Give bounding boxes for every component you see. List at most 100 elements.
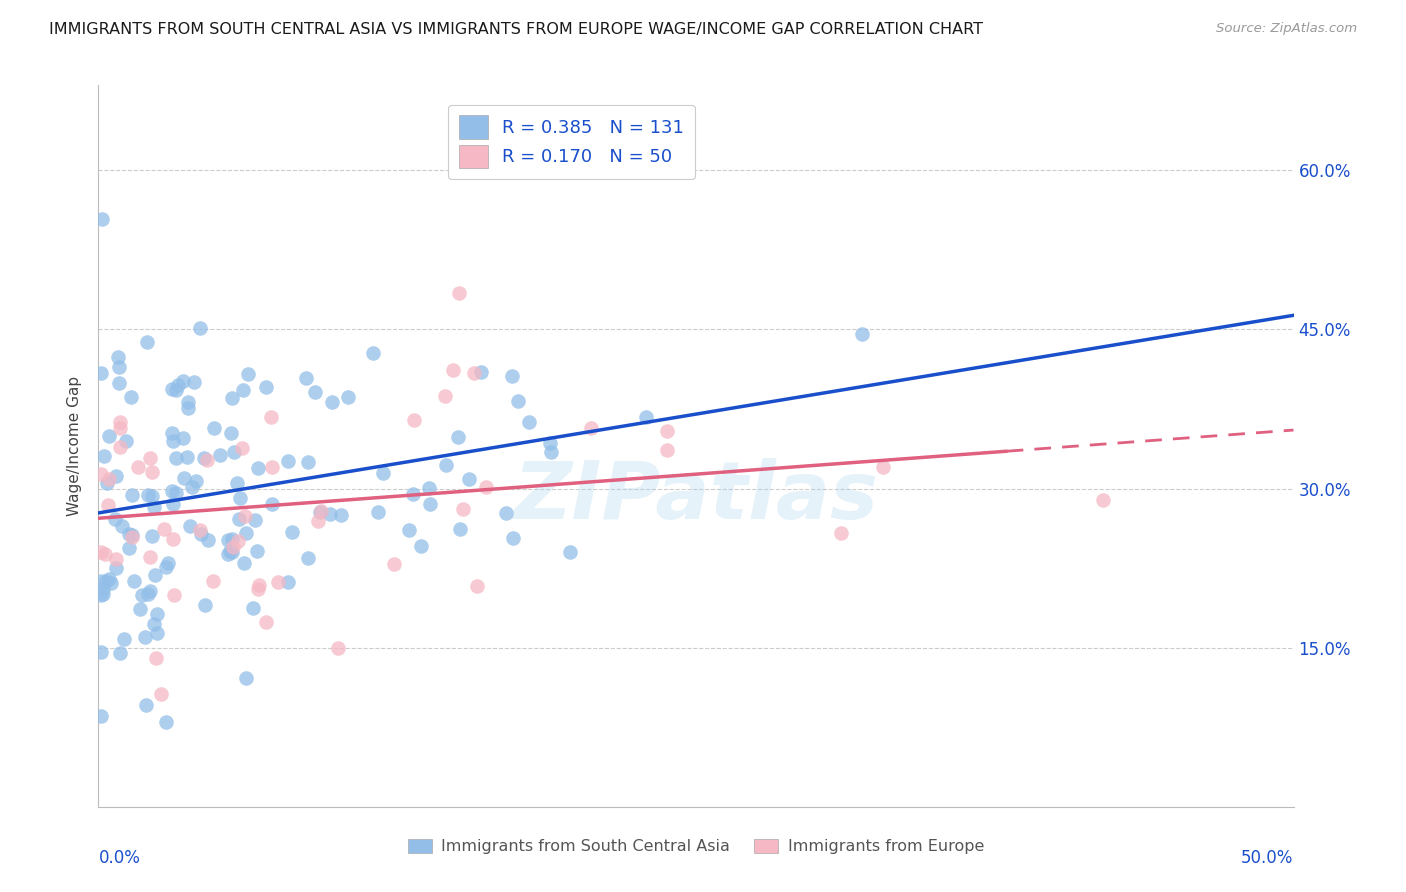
- Point: [94, 574, 117, 588]
- Point: [495, 506, 517, 520]
- Point: [90, 708, 112, 723]
- Point: [219, 426, 242, 441]
- Point: [141, 489, 163, 503]
- Point: [457, 472, 479, 486]
- Point: [260, 410, 283, 425]
- Point: [136, 488, 159, 502]
- Point: [443, 363, 465, 377]
- Point: [91, 587, 114, 601]
- Point: [90, 644, 112, 658]
- Point: [93, 449, 115, 463]
- Point: [367, 504, 389, 518]
- Point: [177, 395, 200, 409]
- Point: [181, 480, 204, 494]
- Point: [202, 421, 225, 435]
- Point: [110, 416, 132, 430]
- Point: [90, 467, 112, 481]
- Point: [558, 545, 581, 559]
- Point: [108, 440, 131, 454]
- Point: [107, 351, 129, 365]
- Point: [579, 421, 602, 435]
- Point: [134, 630, 156, 644]
- Point: [121, 528, 143, 542]
- Point: [221, 533, 243, 547]
- Point: [150, 687, 173, 701]
- Point: [267, 575, 290, 590]
- Point: [129, 602, 152, 616]
- Point: [280, 524, 302, 539]
- Point: [162, 496, 184, 510]
- Point: [434, 389, 457, 403]
- Point: [142, 500, 165, 515]
- Point: [872, 460, 894, 475]
- Point: [402, 487, 425, 501]
- Y-axis label: Wage/Income Gap: Wage/Income Gap: [67, 376, 83, 516]
- Point: [143, 616, 166, 631]
- Point: [517, 415, 540, 429]
- Point: [262, 459, 284, 474]
- Point: [135, 698, 157, 713]
- Point: [143, 568, 166, 582]
- Point: [449, 522, 471, 536]
- Point: [321, 395, 343, 409]
- Point: [217, 547, 239, 561]
- Point: [418, 481, 440, 495]
- Point: [309, 504, 332, 518]
- Point: [184, 474, 207, 488]
- Point: [247, 582, 270, 597]
- Point: [307, 514, 329, 528]
- Point: [330, 508, 353, 523]
- Point: [222, 445, 245, 459]
- Point: [235, 526, 257, 541]
- Point: [97, 498, 120, 512]
- Point: [165, 384, 187, 398]
- Point: [90, 588, 112, 602]
- Point: [297, 551, 319, 566]
- Point: [233, 508, 256, 523]
- Point: [162, 532, 184, 546]
- Point: [222, 541, 245, 555]
- Point: [245, 513, 267, 527]
- Point: [217, 533, 239, 547]
- Point: [636, 409, 658, 424]
- Point: [104, 512, 127, 526]
- Point: [262, 497, 284, 511]
- Point: [91, 212, 114, 227]
- Point: [118, 541, 141, 556]
- Point: [851, 326, 873, 341]
- Point: [277, 574, 299, 589]
- Point: [449, 286, 471, 301]
- Point: [176, 401, 198, 415]
- Point: [188, 321, 211, 335]
- Point: [138, 450, 160, 465]
- Point: [382, 557, 405, 571]
- Point: [91, 582, 114, 596]
- Point: [197, 533, 219, 548]
- Legend: Immigrants from South Central Asia, Immigrants from Europe: Immigrants from South Central Asia, Immi…: [402, 832, 990, 861]
- Point: [218, 544, 240, 558]
- Point: [451, 501, 474, 516]
- Point: [190, 527, 212, 541]
- Point: [228, 511, 250, 525]
- Point: [508, 393, 530, 408]
- Point: [226, 534, 249, 549]
- Point: [201, 574, 224, 589]
- Text: IMMIGRANTS FROM SOUTH CENTRAL ASIA VS IMMIGRANTS FROM EUROPE WAGE/INCOME GAP COR: IMMIGRANTS FROM SOUTH CENTRAL ASIA VS IM…: [49, 22, 983, 37]
- Text: Source: ZipAtlas.com: Source: ZipAtlas.com: [1216, 22, 1357, 36]
- Point: [254, 380, 277, 394]
- Point: [247, 461, 270, 475]
- Point: [309, 505, 332, 519]
- Point: [162, 425, 184, 440]
- Point: [228, 491, 250, 506]
- Point: [361, 345, 384, 359]
- Point: [138, 583, 160, 598]
- Point: [141, 465, 163, 479]
- Point: [115, 434, 138, 448]
- Point: [411, 540, 433, 554]
- Point: [112, 632, 135, 646]
- Point: [122, 574, 145, 588]
- Point: [256, 615, 278, 629]
- Point: [145, 651, 167, 665]
- Point: [108, 359, 131, 374]
- Point: [231, 441, 253, 455]
